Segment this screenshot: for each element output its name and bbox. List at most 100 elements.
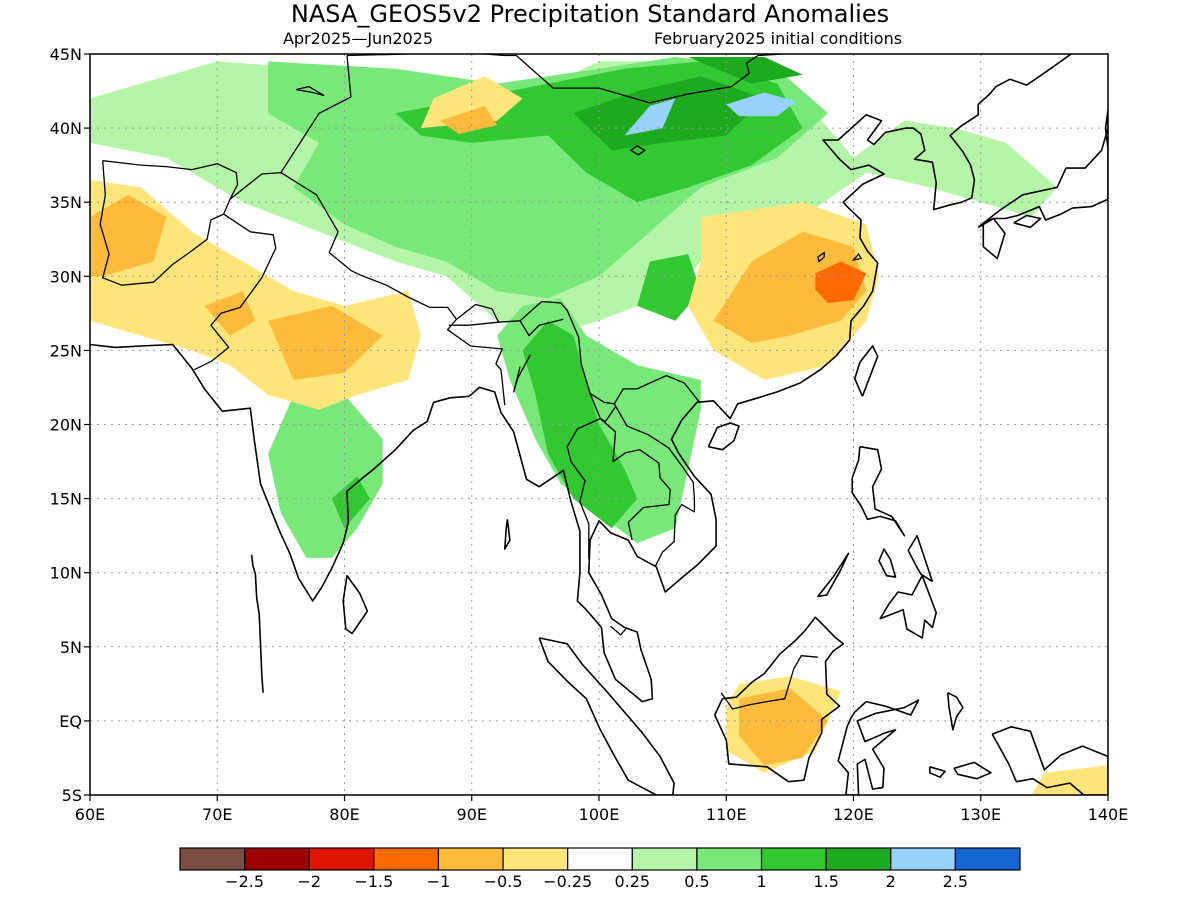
colorbar-tick-label: −0.25 <box>543 872 592 891</box>
colorbar-tick-label: −2 <box>297 872 321 891</box>
coastline-11 <box>982 217 1006 260</box>
colorbar-swatch-8 <box>696 847 763 871</box>
country-border-2 <box>194 213 277 371</box>
longitude-tick-label: 130E <box>960 805 1001 824</box>
country-border-0 <box>99 160 239 286</box>
country-border-15 <box>610 625 627 636</box>
anomaly-region-14 <box>420 76 523 129</box>
longitude-tick-label: 90E <box>457 805 487 824</box>
coastline-1 <box>853 345 879 397</box>
colorbar-swatch-5 <box>502 847 569 871</box>
colorbar-swatch-11 <box>890 847 956 871</box>
country-border-8 <box>448 321 499 326</box>
figure-title: NASA_GEOS5v2 Precipitation Standard Anom… <box>291 0 889 28</box>
coastline-and-border-layer <box>90 54 1108 795</box>
country-border-14 <box>613 403 696 568</box>
coastline-19 <box>503 519 511 550</box>
latitude-axis: 45N 40N 35N 30N 25N 20N 15N 10N 5N EQ 5S <box>50 45 90 805</box>
coastline-18 <box>953 761 992 780</box>
colorbar-tick-label: −1 <box>427 872 451 891</box>
latitude-tick-label: 45N <box>50 45 82 64</box>
coastline-3 <box>342 574 369 635</box>
anomaly-region-9 <box>688 57 803 84</box>
coastline-10 <box>977 109 1108 229</box>
longitude-tick-label: 60E <box>75 805 105 824</box>
country-border-9 <box>519 318 564 337</box>
coastline-7 <box>851 445 906 537</box>
colorbar-swatch-0 <box>179 847 246 871</box>
latitude-tick-label: EQ <box>59 712 82 731</box>
country-border-10 <box>513 354 531 393</box>
anomaly-region-10 <box>624 98 676 136</box>
coastline-9 <box>991 725 1108 795</box>
colorbar-tick-label: 1.5 <box>813 872 838 891</box>
longitude-tick-label: 110E <box>706 805 747 824</box>
longitude-tick-label: 140E <box>1088 805 1129 824</box>
lake-outline-1 <box>295 85 325 97</box>
anomaly-region-18 <box>204 291 256 336</box>
graticule-gridlines <box>90 54 1108 795</box>
colorbar-tick-label: 0.5 <box>684 872 709 891</box>
colorbar-swatch-10 <box>825 847 892 871</box>
coastline-16 <box>946 691 964 731</box>
colorbar-swatch-2 <box>308 847 375 871</box>
longitude-axis: 60E 70E 80E 90E 100E 110E 120E 130E 140E <box>75 795 1129 824</box>
coastline-6 <box>837 699 920 795</box>
colorbar-swatch-12 <box>954 847 1021 871</box>
map-plot-area <box>90 54 1108 795</box>
coastline-5 <box>713 616 845 783</box>
anomaly-region-7 <box>637 254 701 321</box>
latitude-tick-label: 40N <box>50 119 82 138</box>
colorbar-swatch-9 <box>760 847 827 871</box>
country-border-13 <box>599 418 671 541</box>
country-border-6 <box>483 54 554 89</box>
anomaly-region-19 <box>268 305 383 380</box>
country-border-12 <box>566 418 601 560</box>
coastline-20 <box>250 554 264 693</box>
coastline-2 <box>707 422 740 451</box>
colorbar-swatch-1 <box>244 847 310 871</box>
colorbar-tick-label: 2 <box>886 872 896 891</box>
colorbar-tick-label: −0.5 <box>484 872 523 891</box>
anomaly-region-5 <box>522 320 638 529</box>
anomaly-region-21 <box>439 105 498 134</box>
colorbar-swatch-6 <box>567 847 633 871</box>
anomaly-region-11 <box>726 92 797 117</box>
anomaly-region-3 <box>268 394 383 558</box>
lake-outline-3 <box>817 251 825 263</box>
coastline-17 <box>928 766 946 779</box>
country-border-7 <box>446 318 506 406</box>
lake-outline-4 <box>851 252 863 262</box>
anomaly-region-6 <box>331 476 370 529</box>
colorbar-tick-label: −2.5 <box>225 872 264 891</box>
latitude-tick-label: 30N <box>50 267 82 286</box>
coastline-14 <box>878 548 897 578</box>
latitude-tick-label: 35N <box>50 193 82 212</box>
country-border-16 <box>720 655 818 710</box>
colorbar-tick-label: 0.25 <box>614 872 650 891</box>
latitude-tick-label: 10N <box>50 564 82 583</box>
lake-outline-0 <box>629 145 647 156</box>
coastline-15 <box>817 552 850 598</box>
colorbar-swatch-7 <box>631 847 698 871</box>
latitude-tick-label: 5S <box>62 786 82 805</box>
coastline-8 <box>879 575 938 639</box>
anomaly-shading-layer <box>90 57 1108 795</box>
anomaly-region-20 <box>713 231 867 343</box>
colorbar-swatch-3 <box>373 847 440 871</box>
anomaly-region-22 <box>739 688 828 766</box>
latitude-tick-label: 20N <box>50 416 82 435</box>
coastline-13 <box>907 534 934 583</box>
initial-conditions-label: February2025 initial conditions <box>654 29 902 48</box>
coastline-12 <box>1013 214 1042 229</box>
color-scale-legend: −2.5 −2 −1.5 −1 −0.5 −0.25 0.25 0.5 1 1.5 2 2.5 <box>179 847 1021 891</box>
country-border-3 <box>280 55 352 173</box>
colorbar-tick-label: 1 <box>756 872 766 891</box>
coastline-0 <box>90 54 1072 703</box>
latitude-tick-label: 15N <box>50 490 82 509</box>
coastline-4 <box>538 637 675 795</box>
longitude-tick-label: 80E <box>329 805 359 824</box>
latitude-tick-label: 25N <box>50 341 82 360</box>
colorbar-tick-label: −1.5 <box>354 872 393 891</box>
forecast-period-label: Apr2025—Jun2025 <box>283 29 433 48</box>
